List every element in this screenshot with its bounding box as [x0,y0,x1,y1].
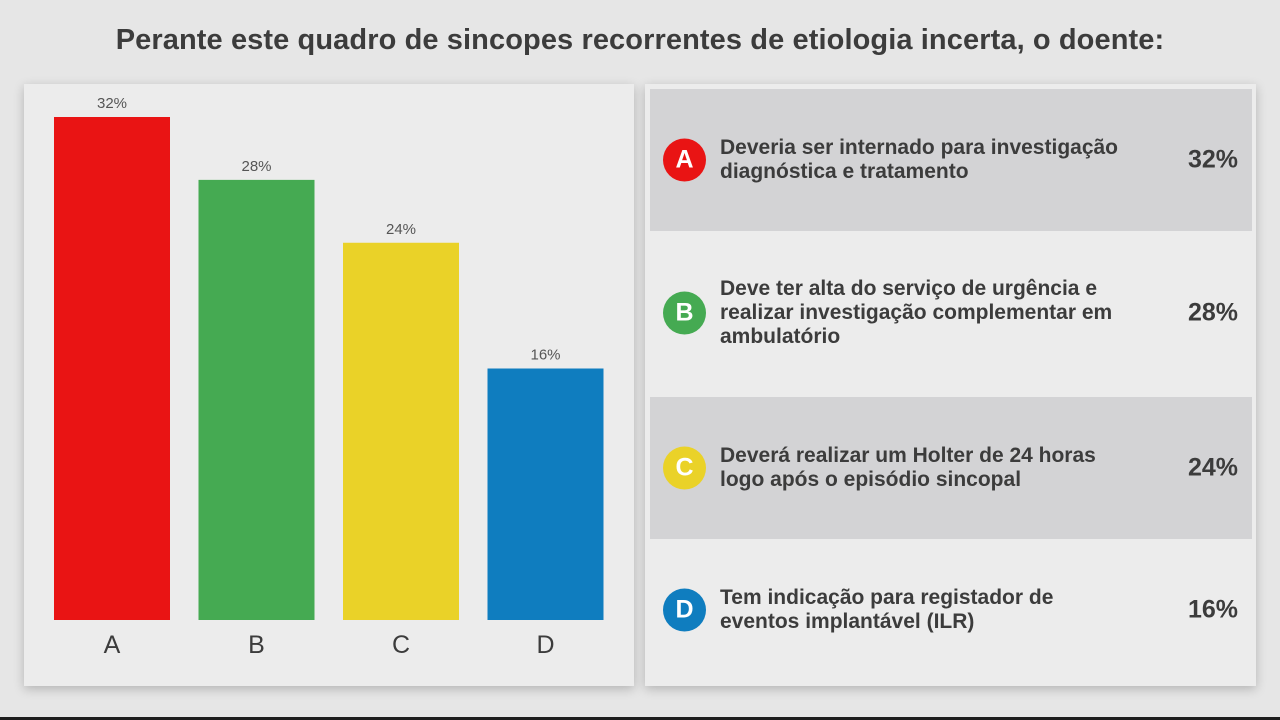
bar-chart-panel: 32% A 28% B 24% C 16% D [24,84,634,686]
bar-b [198,179,315,620]
option-c-text: Deverá realizar um Holter de 24 horas lo… [720,444,1096,491]
bar-a [54,117,170,620]
bar-chart: 32% A 28% B 24% C 16% D [54,95,604,659]
option-d-percent: 16% [1187,595,1238,624]
bar-value-label-a: 32% [97,95,127,112]
option-d: D Tem indicação para registador de event… [650,539,1252,681]
page-title: Perante este quadro de sincopes recorren… [115,24,1165,56]
bar-value-label-c: 24% [386,221,416,238]
category-label-a: A [104,631,121,659]
option-c-badge: C [663,446,706,490]
category-label-b: B [248,631,265,659]
option-b-percent: 28% [1187,298,1238,327]
category-label-c: C [392,631,410,659]
bar-value-label-d: 16% [530,347,560,364]
bar-c [343,242,459,620]
option-b: B Deve ter alta do serviço de urgência e… [650,242,1252,384]
option-b-text: Deve ter alta do serviço de urgência e r… [720,277,1113,348]
bar-value-label-b: 28% [241,158,271,175]
option-c-percent: 24% [1187,453,1238,482]
option-d-badge: D [663,588,706,632]
option-a-percent: 32% [1187,145,1238,174]
option-c: C Deverá realizar um Holter de 24 horas … [650,397,1252,539]
option-a-badge: A [663,138,706,182]
option-a-text: Deveria ser internado para investigação … [720,136,1119,183]
option-b-badge: B [663,291,706,335]
answer-options-panel: A Deveria ser internado para investigaçã… [645,84,1256,686]
category-label-d: D [536,631,554,659]
bar-d [487,368,604,620]
option-d-text: Tem indicação para registador de eventos… [720,586,1054,633]
bottom-border [0,717,1280,720]
option-a: A Deveria ser internado para investigaçã… [650,89,1252,231]
